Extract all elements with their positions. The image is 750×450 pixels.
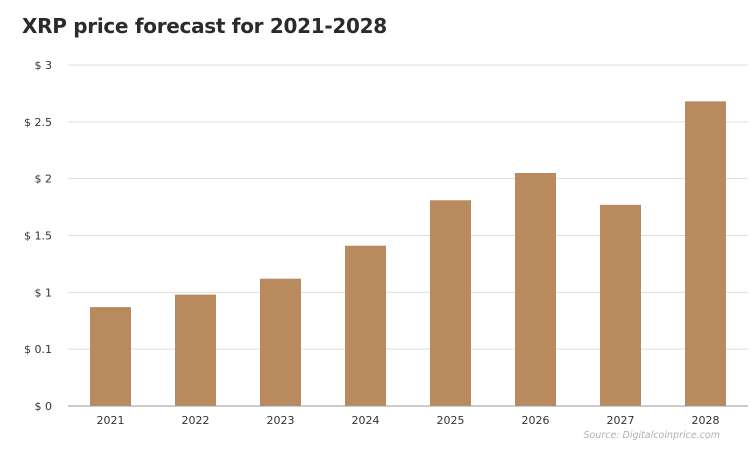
y-tick-label: $ 1 xyxy=(35,286,53,299)
bar-2025 xyxy=(430,200,471,406)
grid-lines xyxy=(68,64,748,350)
y-tick-label: $ 0.1 xyxy=(24,343,52,356)
bar-2027 xyxy=(600,204,641,406)
y-tick-label: $ 0 xyxy=(35,400,53,413)
bars xyxy=(90,101,726,406)
y-tick-label: $ 1.5 xyxy=(24,230,52,243)
bar-2021 xyxy=(90,307,131,406)
x-tick-label: 2027 xyxy=(607,414,635,427)
bar-2024 xyxy=(345,245,386,406)
bar-2028 xyxy=(685,101,726,406)
y-tick-label: $ 2 xyxy=(35,173,53,186)
bar-2022 xyxy=(175,294,216,406)
x-tick-label: 2023 xyxy=(267,414,295,427)
bar-2026 xyxy=(515,172,556,406)
y-tick-label: $ 2.5 xyxy=(24,116,52,129)
x-tick-label: 2028 xyxy=(692,414,720,427)
bar-2023 xyxy=(260,278,301,406)
chart-title: XRP price forecast for 2021-2028 xyxy=(22,14,387,38)
x-tick-label: 2026 xyxy=(522,414,550,427)
tick-labels: $ 0 $ 0.1 $ 1 $ 1.5 $ 2 $ 2.5 $ 3 2021 2022 2023 2… xyxy=(24,59,720,427)
source-note: Source: Digitalcoinprice.com xyxy=(583,430,720,441)
x-tick-label: 2024 xyxy=(352,414,380,427)
y-tick-label: $ 3 xyxy=(35,59,53,72)
x-tick-label: 2021 xyxy=(97,414,125,427)
x-tick-label: 2022 xyxy=(182,414,210,427)
x-tick-label: 2025 xyxy=(437,414,465,427)
